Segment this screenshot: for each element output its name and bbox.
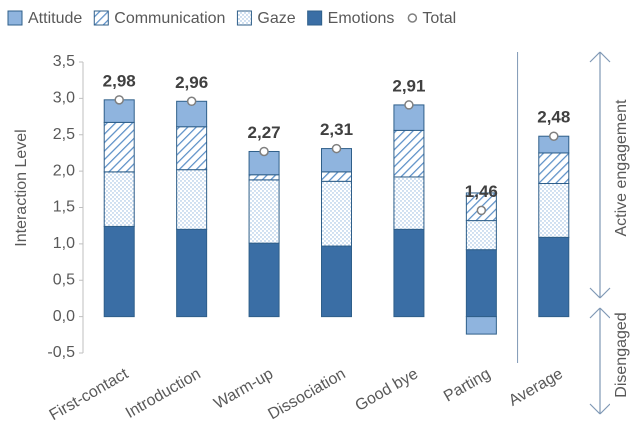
total-marker [476,205,487,216]
y-tick-label: 2,0 [53,162,75,179]
bar-segment [248,242,280,318]
total-marker [331,143,342,154]
y-tick-label: 1,0 [53,235,75,252]
bar-segment [103,225,135,318]
bar-segment [393,176,425,230]
y-tick-label: 0,5 [53,271,75,288]
legend-label: Attitude [28,10,82,27]
x-tick-label: Introduction [123,365,204,422]
legend-marker [407,13,418,23]
bar-segment [538,152,570,184]
x-tick-label: Dissociation [265,365,348,423]
y-tick-label: 0,0 [53,308,75,325]
total-marker [404,100,414,110]
y-axis-label: Interaction Level [13,129,30,246]
legend-swatch [307,10,323,26]
bar-segment [538,182,570,238]
total-marker [114,95,124,105]
total-marker [549,131,559,141]
value-label: 2,98 [103,71,136,90]
x-tick-label: Good bye [352,365,421,414]
bar-segment [465,220,497,251]
legend-swatch [236,10,252,26]
x-tick-label: Average [506,365,566,409]
total-marker [186,96,197,107]
value-label: 2,96 [175,73,208,92]
legend-label: Communication [114,10,225,27]
y-tick-label: 1,5 [53,199,75,216]
y-tick-label: 2,5 [53,126,75,143]
bar-segment [176,169,208,230]
annotation: Active engagement [613,99,630,237]
legend-label: Gaze [257,10,295,27]
bar-segment [321,245,352,318]
bar-segment [465,316,497,335]
value-label: 2,27 [248,123,281,142]
annotation-bg [610,310,634,410]
x-tick-label: Warm-up [211,365,276,412]
bar-segment [393,228,425,318]
y-tick-label: 3,0 [53,90,75,107]
bar-segment [176,228,208,318]
total-marker [259,146,269,157]
value-label: 2,91 [392,76,425,95]
bar-segment [321,180,352,247]
bar-segment [176,126,208,171]
y-tick-label: 3,5 [53,53,75,70]
legend-swatch [93,10,109,26]
y-tick-label: -0,5 [47,344,75,361]
bar-segment [103,121,135,173]
value-label: 2,48 [537,108,570,127]
legend-label: Emotions [328,10,395,27]
value-label: 2,31 [320,120,353,139]
bar-segment [321,171,352,182]
legend-swatch [7,10,23,26]
x-tick-label: Parting [441,365,493,405]
x-tick-label: First-contact [47,365,132,423]
bar-segment [538,236,570,318]
bar-segment [248,179,280,244]
bar-segment [103,171,135,227]
bar-segment [248,174,280,181]
annotation: Disengaged [613,312,630,397]
bar-segment [393,129,425,178]
annotation-bg [610,90,634,250]
engagement-arrows [589,51,611,415]
legend-label: Total [422,10,456,27]
value-label: 1,46 [465,182,498,201]
bar-segment [465,249,497,318]
